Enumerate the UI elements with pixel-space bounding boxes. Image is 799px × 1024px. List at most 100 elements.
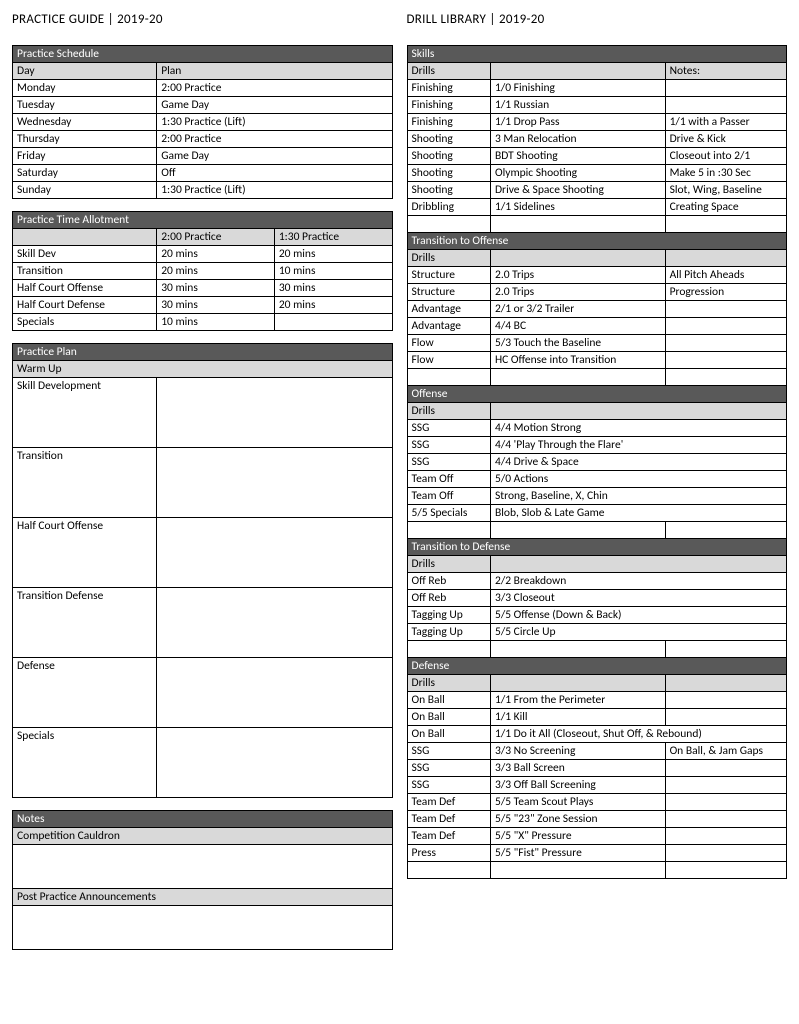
table-cell: 2.0 Trips	[490, 267, 665, 284]
table-cell: Finishing	[407, 97, 490, 114]
table-cell: 5/5 "23" Zone Session	[490, 811, 665, 828]
table-cell: 1/1 Drop Pass	[490, 114, 665, 131]
cauldron-space	[13, 845, 393, 889]
table-cell: Half Court Defense	[13, 297, 157, 314]
table-cell	[665, 709, 786, 726]
table-cell	[274, 314, 392, 331]
table-cell: On Ball, & Jam Gaps	[665, 743, 786, 760]
competition-cauldron: Competition Cauldron	[13, 828, 393, 845]
table-cell: All Pitch Aheads	[665, 267, 786, 284]
table-cell: Structure	[407, 284, 490, 301]
table-cell: Blob, Slob & Late Game	[490, 505, 786, 522]
table-cell: Game Day	[157, 148, 392, 165]
blank-cell	[407, 216, 490, 233]
section-header: Skills	[407, 46, 787, 63]
col-header	[490, 250, 665, 267]
table-cell: 3 Man Relocation	[490, 131, 665, 148]
table-cell	[665, 301, 786, 318]
table-cell: Make 5 in :30 Sec	[665, 165, 786, 182]
col-header	[490, 403, 786, 420]
table-cell: 1/1 with a Passer	[665, 114, 786, 131]
table-cell: Progression	[665, 284, 786, 301]
table-cell: 30 mins	[157, 280, 275, 297]
schedule-col-day: Day	[13, 63, 157, 80]
allotment-col-2: 1:30 Practice	[274, 229, 392, 246]
table-cell: Olympic Shooting	[490, 165, 665, 182]
table-cell: Off Reb	[407, 590, 490, 607]
table-cell: Structure	[407, 267, 490, 284]
table-cell: Tagging Up	[407, 624, 490, 641]
table-cell: 3/3 Off Ball Screening	[490, 777, 665, 794]
blank-cell	[407, 862, 490, 879]
plan-warmup: Warm Up	[13, 361, 393, 378]
table-cell: 4/4 BC	[490, 318, 665, 335]
table-cell: 5/5 "X" Pressure	[490, 828, 665, 845]
table-cell: 5/5 Specials	[407, 505, 490, 522]
table-cell: 20 mins	[274, 246, 392, 263]
table-cell: Half Court Offense	[13, 280, 157, 297]
col-header: Drills	[407, 63, 490, 80]
col-header: Notes:	[665, 63, 786, 80]
plan-section-space	[157, 588, 392, 658]
blank-cell	[407, 522, 490, 539]
col-header	[490, 63, 665, 80]
table-cell: 5/5 Offense (Down & Back)	[490, 607, 786, 624]
table-cell: Tuesday	[13, 97, 157, 114]
blank-cell	[665, 641, 786, 658]
plan-section-space	[157, 658, 392, 728]
table-cell	[665, 777, 786, 794]
table-cell: 3/3 Ball Screen	[490, 760, 665, 777]
table-cell: 1/1 From the Perimeter	[490, 692, 665, 709]
table-cell: 5/5 Circle Up	[490, 624, 786, 641]
table-cell: SSG	[407, 743, 490, 760]
table-cell: 4/4 Motion Strong	[490, 420, 786, 437]
table-cell	[665, 335, 786, 352]
section-header: Defense	[407, 658, 787, 675]
practice-guide-title: PRACTICE GUIDE | 2019-20	[12, 12, 393, 27]
table-cell: 1/1 Sidelines	[490, 199, 665, 216]
table-cell: Slot, Wing, Baseline	[665, 182, 786, 199]
col-header	[665, 675, 786, 692]
table-cell: Creating Space	[665, 199, 786, 216]
section-header: Transition to Offense	[407, 233, 787, 250]
table-cell	[665, 845, 786, 862]
table-cell	[665, 80, 786, 97]
allotment-header: Practice Time Allotment	[13, 212, 393, 229]
table-cell: 2/1 or 3/2 Trailer	[490, 301, 665, 318]
table-cell: 1/1 Russian	[490, 97, 665, 114]
table-cell: 2.0 Trips	[490, 284, 665, 301]
table-cell: Specials	[13, 314, 157, 331]
table-cell: 5/5 Team Scout Plays	[490, 794, 665, 811]
table-cell: SSG	[407, 437, 490, 454]
table-cell: SSG	[407, 420, 490, 437]
plan-section-space	[157, 448, 392, 518]
table-cell: 10 mins	[274, 263, 392, 280]
table-cell: BDT Shooting	[490, 148, 665, 165]
blank-cell	[490, 369, 665, 386]
plan-header: Practice Plan	[13, 344, 393, 361]
plan-section-label: Defense	[13, 658, 157, 728]
plan-section-label: Transition	[13, 448, 157, 518]
table-cell	[665, 760, 786, 777]
blank-cell	[665, 862, 786, 879]
col-header: Drills	[407, 250, 490, 267]
plan-section-space	[157, 728, 392, 798]
table-cell: Thursday	[13, 131, 157, 148]
table-cell: 1/0 Finishing	[490, 80, 665, 97]
blank-cell	[490, 641, 665, 658]
table-cell	[665, 794, 786, 811]
table-cell: On Ball	[407, 726, 490, 743]
table-cell: Transition	[13, 263, 157, 280]
table-cell: Drive & Kick	[665, 131, 786, 148]
table-cell: 4/4 Drive & Space	[490, 454, 786, 471]
col-header: Drills	[407, 675, 490, 692]
drill-library-title: DRILL LIBRARY | 2019-20	[407, 12, 788, 27]
blank-cell	[490, 522, 665, 539]
plan-section-label: Half Court Offense	[13, 518, 157, 588]
table-cell	[665, 828, 786, 845]
table-cell	[665, 692, 786, 709]
table-cell: Strong, Baseline, X, Chin	[490, 488, 786, 505]
table-cell: 20 mins	[157, 246, 275, 263]
table-cell: 30 mins	[274, 280, 392, 297]
table-cell: Finishing	[407, 114, 490, 131]
